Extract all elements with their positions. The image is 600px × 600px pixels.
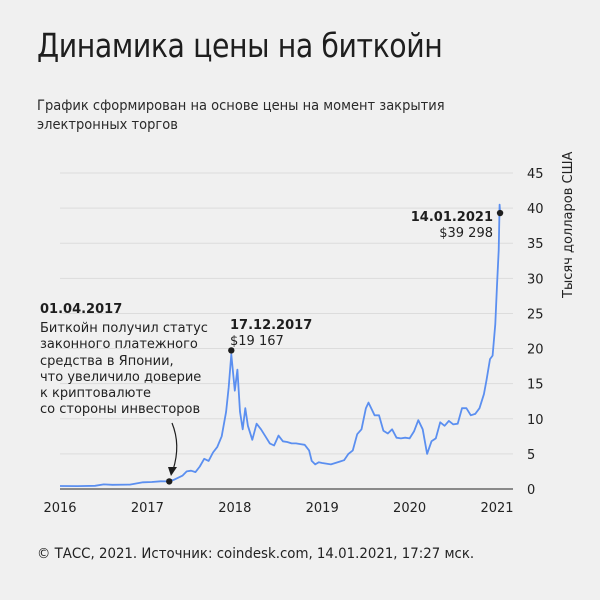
y-tick-label: 0 (527, 483, 535, 498)
y-tick-label: 25 (527, 307, 544, 322)
price-line (59, 203, 501, 487)
marker-dot (166, 478, 173, 485)
annotation-value: $19 167 (230, 334, 284, 349)
annotation-line: законного платежного (40, 337, 198, 352)
annotation-line: что увеличило доверие (40, 370, 201, 385)
annotation-line: Биткойн получил статус (40, 321, 208, 336)
x-tick-label: 2019 (306, 501, 339, 516)
annotation-date: 14.01.2021 (411, 210, 493, 225)
y-axis-title: Тысяч долларов США (561, 152, 576, 299)
annotation-date: 17.12.2017 (230, 318, 312, 333)
y-tick-label: 40 (527, 202, 544, 217)
annotation-arrow-icon (171, 422, 178, 471)
source-footer: © ТАСС, 2021. Источник: coindesk.com, 14… (37, 546, 475, 562)
y-tick-label: 45 (527, 167, 544, 182)
x-tick-label: 2020 (393, 501, 426, 516)
y-tick-label: 20 (527, 343, 544, 358)
y-tick-label: 30 (527, 272, 544, 287)
x-tick-label: 2021 (480, 501, 513, 516)
y-tick-label: 5 (527, 448, 535, 463)
annotation-date: 01.04.2017 (40, 302, 122, 317)
y-tick-label: 10 (527, 413, 544, 428)
annotation-line: средства в Японии, (40, 354, 174, 369)
x-axis-ticks: 2016 2017 2018 2019 2020 2021 (43, 501, 513, 516)
x-tick-label: 2018 (218, 501, 251, 516)
marker-dot (496, 209, 504, 217)
arrow-head-icon (168, 467, 177, 476)
annotation-line: со стороны инвесторов (40, 402, 200, 417)
annotation-2021-peak: 14.01.2021 $39 298 (411, 209, 504, 241)
annotation-2017-peak: 17.12.2017 $19 167 (228, 318, 312, 354)
annotation-line: к криптовалюте (40, 386, 151, 401)
chart-subtitle: График сформирован на основе цены на мом… (37, 97, 445, 135)
x-tick-label: 2017 (131, 501, 164, 516)
y-tick-label: 35 (527, 237, 544, 252)
gridlines (60, 172, 513, 455)
marker-dot (228, 347, 235, 354)
subtitle-line-2: электронных торгов (37, 117, 178, 133)
x-tick-label: 2016 (43, 501, 76, 516)
y-tick-label: 15 (527, 378, 544, 393)
chart-title: Динамика цены на биткойн (37, 26, 443, 65)
y-axis-ticks: 0 5 10 15 20 25 30 35 40 45 (527, 167, 544, 498)
annotation-japan-legal-tender: 01.04.2017 Биткойн получил статус законн… (40, 302, 208, 485)
annotation-value: $39 298 (439, 226, 493, 241)
subtitle-line-1: График сформирован на основе цены на мом… (37, 98, 445, 114)
